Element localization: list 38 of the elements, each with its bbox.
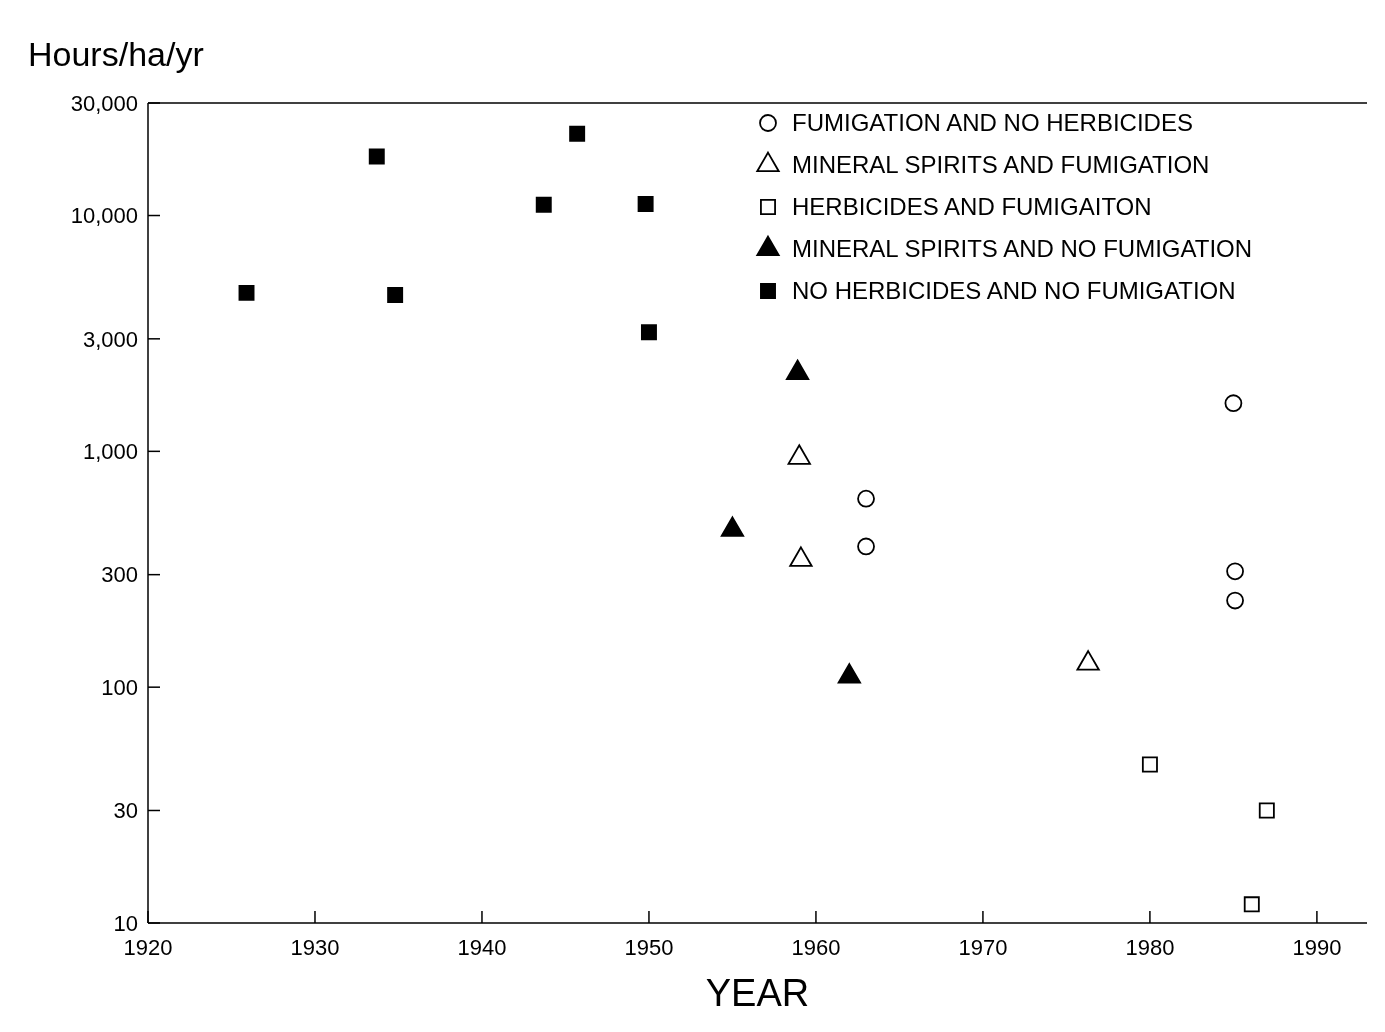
point	[1226, 591, 1244, 610]
legend-label: MINERAL SPIRITS AND FUMIGATION	[792, 151, 1210, 179]
x-tick-label: 1970	[958, 935, 1008, 960]
point	[1258, 802, 1275, 819]
y-tick-label: 30	[113, 798, 138, 824]
x-tick-label: 1940	[457, 935, 507, 960]
point	[1224, 394, 1243, 413]
point	[1243, 896, 1260, 913]
point	[637, 195, 654, 212]
x-axis-title: YEAR	[705, 972, 810, 1014]
y-axis-title: Hours/ha/yr	[28, 35, 204, 73]
legend-label: FUMIGATION AND NO HERBICIDES	[792, 109, 1193, 137]
y-tick-label: 30,000	[70, 90, 138, 116]
y-tick-label: 10,000	[70, 203, 138, 229]
point	[368, 148, 385, 165]
point	[640, 324, 657, 341]
x-tick-label: 1930	[290, 935, 340, 960]
x-tick-label: 1980	[1125, 935, 1175, 960]
point	[535, 196, 552, 213]
y-tick-label: 3,000	[82, 326, 138, 352]
legend-label: MINERAL SPIRITS AND NO FUMIGATION	[792, 235, 1253, 263]
x-tick-label: 1950	[624, 935, 674, 960]
point	[1226, 562, 1244, 581]
y-tick-label: 10	[113, 910, 138, 936]
point	[569, 125, 586, 142]
point	[1141, 756, 1158, 773]
x-tick-label: 1960	[791, 935, 841, 960]
legend-label: NO HERBICIDES AND NO FUMIGATION	[792, 277, 1236, 305]
point	[857, 489, 875, 508]
point	[857, 537, 875, 556]
point	[387, 287, 404, 304]
y-tick-label: 100	[101, 674, 138, 700]
x-tick-label: 1990	[1292, 935, 1342, 960]
y-tick-label: 1,000	[82, 439, 138, 465]
x-tick-label: 1920	[123, 935, 173, 960]
legend-label: HERBICIDES AND FUMIGAITON	[792, 193, 1152, 221]
point	[238, 284, 255, 301]
y-tick-label: 300	[101, 562, 138, 588]
